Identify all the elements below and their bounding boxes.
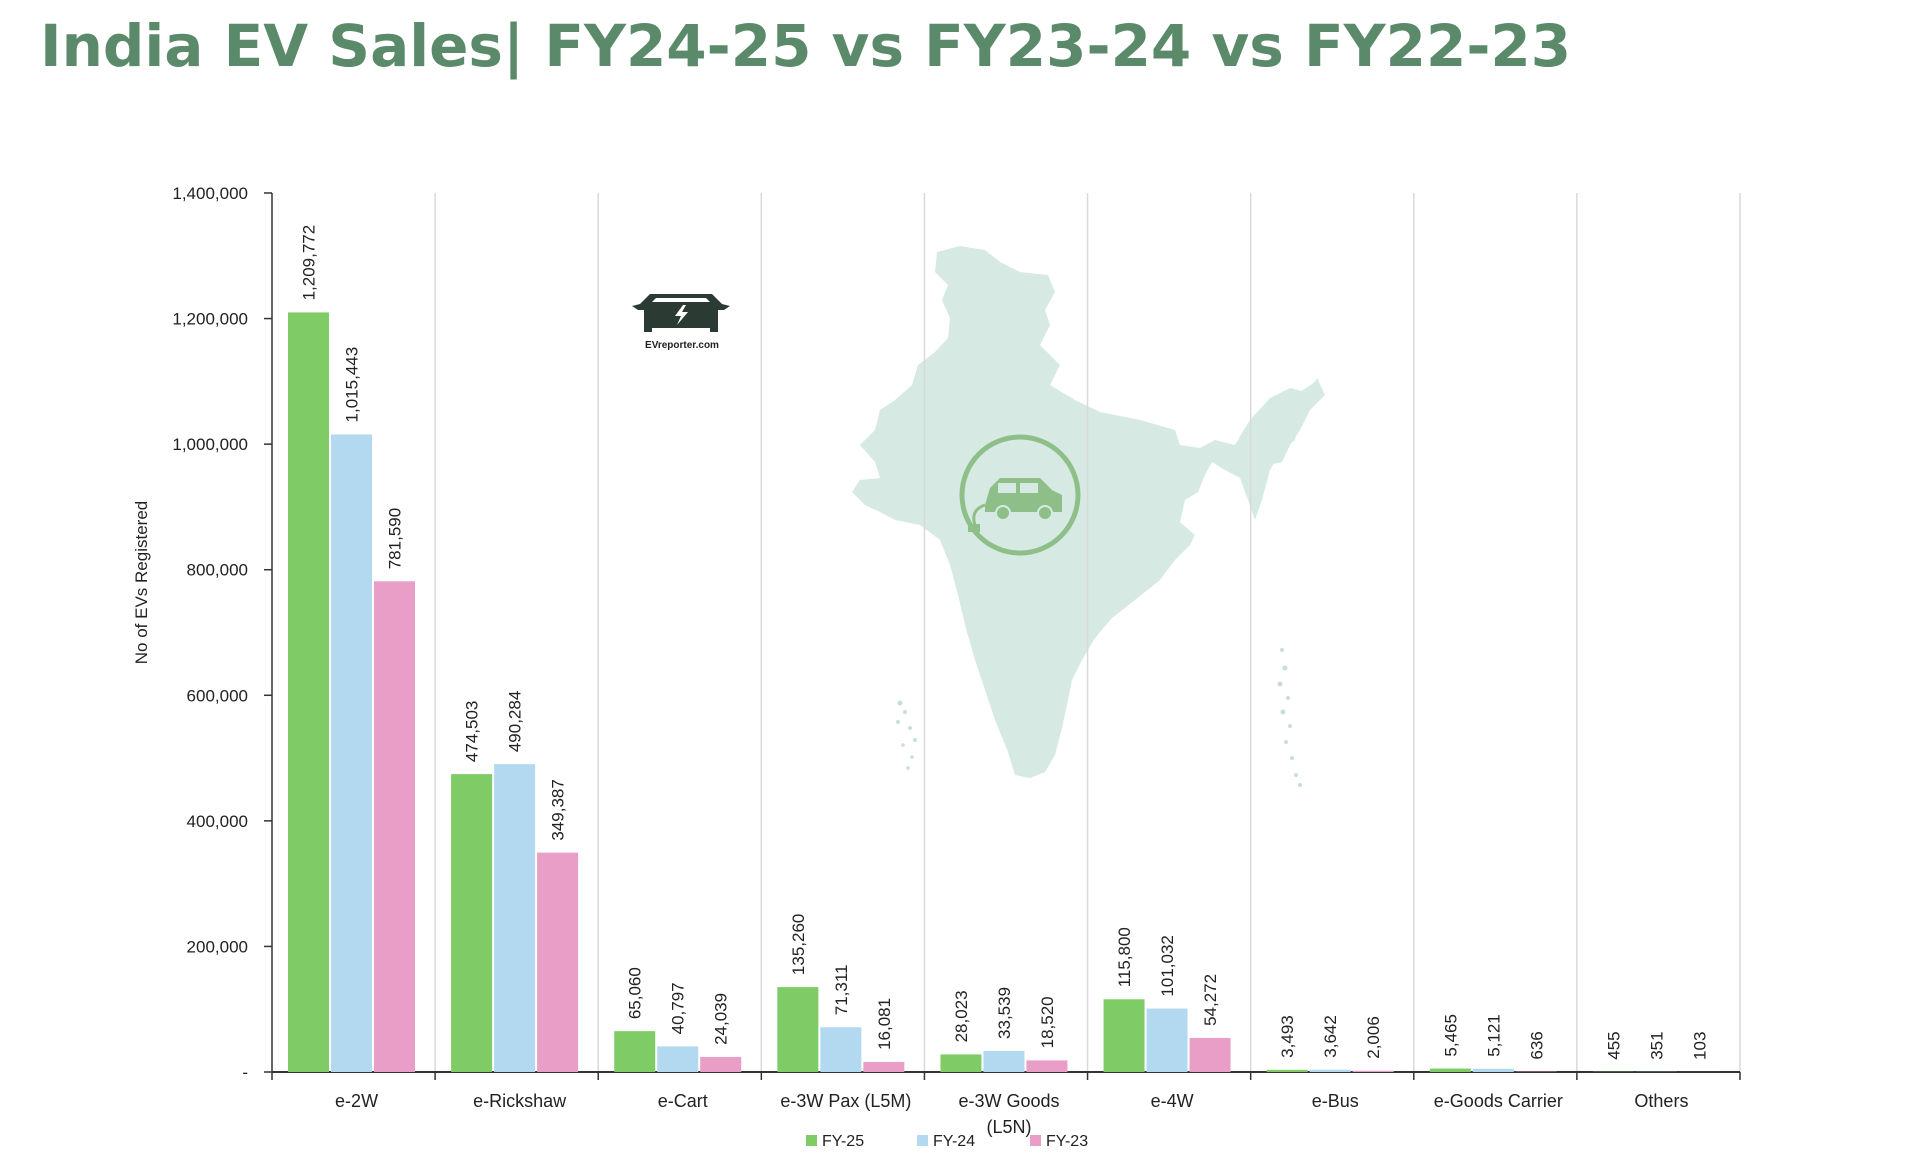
data-label: 3,493 bbox=[1278, 1015, 1297, 1058]
bar-fy-23 bbox=[1352, 1070, 1394, 1072]
category-label: e-2W bbox=[335, 1091, 378, 1111]
data-label: 115,800 bbox=[1115, 927, 1134, 987]
data-label: 2,006 bbox=[1364, 1016, 1383, 1059]
data-label: 3,642 bbox=[1321, 1015, 1340, 1058]
data-label: 71,311 bbox=[832, 964, 851, 1015]
data-label: 5,465 bbox=[1441, 1014, 1460, 1057]
y-tick-label: 400,000 bbox=[187, 812, 248, 831]
data-label: 1,015,443 bbox=[343, 347, 362, 423]
y-tick-label: 1,400,000 bbox=[172, 184, 248, 203]
category-label: e-Cart bbox=[658, 1091, 708, 1111]
bar-fy-24 bbox=[983, 1050, 1025, 1072]
data-label: 24,039 bbox=[712, 993, 731, 1045]
india-map-mainland bbox=[852, 246, 1320, 778]
plot-area: - 200,000 400,000 600,000 800,000 1,000,000 1,… bbox=[132, 184, 1741, 1150]
bar-fy-23 bbox=[537, 852, 579, 1072]
bar-fy-25 bbox=[1103, 999, 1145, 1072]
bar-fy-25 bbox=[1266, 1069, 1308, 1072]
bar-fy-23 bbox=[1189, 1037, 1231, 1072]
data-label: 781,590 bbox=[386, 508, 405, 569]
category-label: e-Bus bbox=[1312, 1091, 1359, 1111]
data-label: 40,797 bbox=[669, 982, 688, 1034]
logo-text: EVreporter.com bbox=[645, 340, 719, 351]
category-label: e-Goods Carrier bbox=[1434, 1091, 1563, 1111]
bar-fy-25 bbox=[288, 312, 329, 1072]
bar-fy-24 bbox=[820, 1027, 862, 1072]
bar-fy-24 bbox=[494, 764, 536, 1072]
bar-fy-23 bbox=[374, 581, 415, 1072]
data-label: 474,503 bbox=[463, 701, 482, 762]
data-label: 5,121 bbox=[1484, 1014, 1503, 1057]
legend-swatch bbox=[917, 1135, 928, 1146]
data-label: 16,081 bbox=[875, 998, 894, 1050]
data-label: 351 bbox=[1647, 1031, 1666, 1059]
bar-fy-25 bbox=[940, 1054, 982, 1072]
data-label: 455 bbox=[1604, 1031, 1623, 1059]
bar-fy-23 bbox=[1026, 1060, 1068, 1072]
category-label: (L5N) bbox=[986, 1117, 1031, 1137]
legend-label: FY-25 bbox=[822, 1133, 864, 1150]
chart-title: India EV Sales| FY24-25 vs FY23-24 vs FY… bbox=[40, 12, 1572, 80]
y-tick-label: 1,000,000 bbox=[172, 435, 248, 454]
bar-fy-24 bbox=[657, 1046, 699, 1072]
legend-label: FY-23 bbox=[1046, 1133, 1088, 1150]
data-label: 490,284 bbox=[506, 691, 525, 752]
bar-fy-24 bbox=[331, 434, 372, 1072]
bar-fy-24 bbox=[1472, 1068, 1514, 1072]
category-label: e-Rickshaw bbox=[473, 1091, 567, 1111]
bar-fy-25 bbox=[451, 774, 493, 1072]
bar-fy-23 bbox=[863, 1061, 905, 1072]
legend-label: FY-24 bbox=[933, 1133, 975, 1150]
bar-fy-25 bbox=[777, 987, 819, 1072]
y-tick-label: 200,000 bbox=[187, 937, 248, 956]
bar-fy-25 bbox=[614, 1031, 656, 1072]
island-dots bbox=[896, 648, 1302, 787]
data-label: 135,260 bbox=[789, 914, 808, 975]
category-label: e-3W Goods bbox=[958, 1091, 1059, 1111]
ev-car-icon bbox=[959, 434, 1081, 556]
data-label: 636 bbox=[1527, 1031, 1546, 1059]
category-label: e-4W bbox=[1151, 1091, 1194, 1111]
data-label: 101,032 bbox=[1158, 935, 1177, 996]
data-label: 1,209,772 bbox=[300, 225, 319, 301]
y-tick-label: 600,000 bbox=[187, 686, 248, 705]
y-tick-label: - bbox=[242, 1063, 248, 1082]
data-label: 65,060 bbox=[626, 967, 645, 1019]
category-label: e-3W Pax (L5M) bbox=[780, 1091, 911, 1111]
data-label: 103 bbox=[1690, 1032, 1709, 1060]
data-label: 28,023 bbox=[952, 990, 971, 1042]
legend-swatch bbox=[806, 1135, 817, 1146]
data-label: 18,520 bbox=[1038, 996, 1057, 1048]
data-label: 349,387 bbox=[549, 779, 568, 840]
bar-fy-24 bbox=[1309, 1069, 1351, 1072]
india-map-northeast bbox=[1235, 380, 1325, 465]
india-map-image bbox=[852, 246, 1325, 787]
bar-fy-23 bbox=[700, 1056, 742, 1072]
y-tick-label: 1,200,000 bbox=[172, 310, 248, 329]
data-label: 54,272 bbox=[1201, 974, 1220, 1026]
bar-fy-25 bbox=[1429, 1068, 1471, 1072]
category-label: Others bbox=[1634, 1091, 1688, 1111]
y-axis-title: No of EVs Registered bbox=[132, 501, 151, 664]
evreporter-logo: EVreporter.com bbox=[632, 294, 730, 351]
data-label: 33,539 bbox=[995, 987, 1014, 1039]
legend-swatch bbox=[1030, 1135, 1041, 1146]
bar-fy-24 bbox=[1146, 1008, 1188, 1072]
y-tick-label: 800,000 bbox=[187, 561, 248, 580]
